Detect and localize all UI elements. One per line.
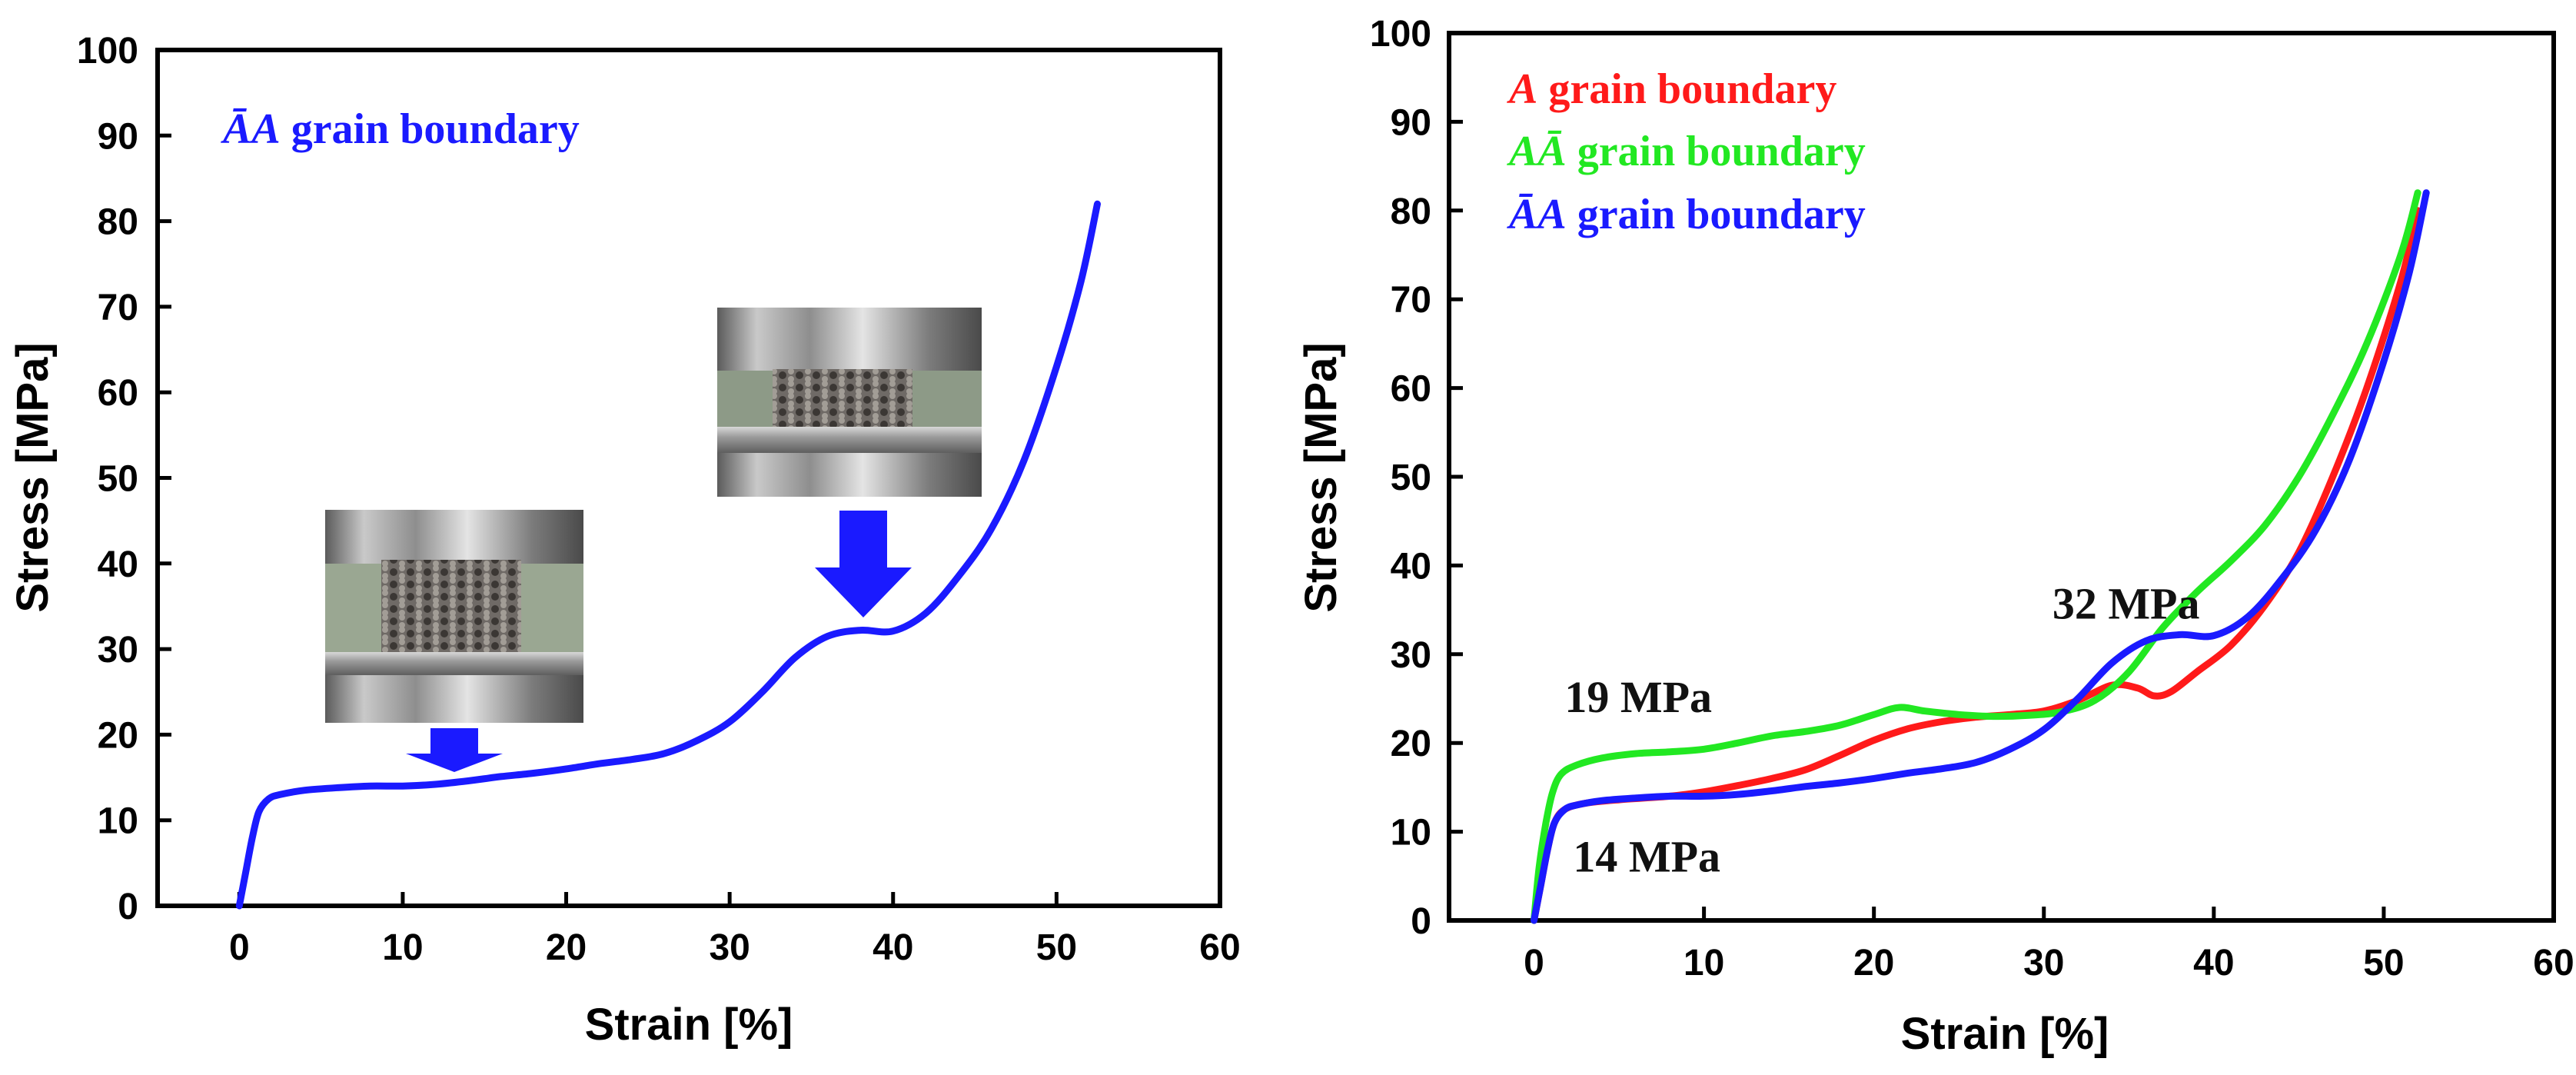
left-x-axis-title: Strain [%] xyxy=(585,1000,793,1050)
x-tick-label: 30 xyxy=(709,927,750,968)
y-tick-label: 0 xyxy=(1411,901,1431,942)
left-y-ticks: 0 10 20 30 40 50 60 70 80 90 100 xyxy=(77,31,171,927)
right-annotations: 19 MPa 14 MPa 32 MPa xyxy=(1564,579,2199,882)
right-legend-entry-abara: ĀA grain boundary xyxy=(1507,191,1866,238)
x-tick-label: 20 xyxy=(546,927,587,968)
x-tick-label: 50 xyxy=(1036,927,1077,968)
x-tick-label: 10 xyxy=(382,927,423,968)
specimen-photo-early xyxy=(325,510,583,723)
series-line-blue xyxy=(235,200,1101,910)
right-y-ticks: 0 10 20 30 40 50 60 70 80 90 100 xyxy=(1370,14,1463,942)
right-chart: 0 10 20 30 40 50 60 70 80 90 100 0 10 20 30 40 50 60 A g… xyxy=(1296,14,2574,1059)
series-line-red xyxy=(1531,207,2421,924)
y-tick-label: 60 xyxy=(1391,369,1431,410)
series-line-green xyxy=(1531,189,2421,924)
right-y-axis-title: Stress [MPa] xyxy=(1296,342,1346,612)
left-x-ticks: 0 10 20 30 40 50 60 xyxy=(229,892,1241,968)
arrow-down-icon xyxy=(406,728,503,772)
y-tick-label: 40 xyxy=(1391,546,1431,587)
x-tick-label: 0 xyxy=(229,927,250,968)
left-series-group xyxy=(235,200,1101,910)
y-tick-label: 30 xyxy=(1391,635,1431,676)
y-tick-label: 60 xyxy=(98,373,138,414)
x-tick-label: 60 xyxy=(2533,943,2574,983)
left-legend-entry: ĀA grain boundary xyxy=(221,105,580,153)
legend-label: grain boundary xyxy=(1537,65,1836,113)
y-tick-label: 90 xyxy=(1391,102,1431,143)
x-tick-label: 40 xyxy=(2193,943,2234,983)
y-tick-label: 10 xyxy=(1391,813,1431,854)
left-plot-frame xyxy=(155,48,1222,908)
right-legend-entry-a: A grain boundary xyxy=(1507,65,1836,113)
series-line-blue xyxy=(1531,189,2430,924)
stress-annotation: 32 MPa xyxy=(2052,579,2200,629)
arrow-down-icon xyxy=(815,511,912,617)
legend-label: grain boundary xyxy=(1567,128,1866,175)
y-tick-label: 10 xyxy=(98,801,138,842)
y-tick-label: 50 xyxy=(98,459,138,500)
y-tick-label: 80 xyxy=(98,202,138,243)
y-tick-label: 40 xyxy=(98,544,138,585)
legend-label: grain boundary xyxy=(281,105,580,153)
legend-symbol: ĀA xyxy=(1507,191,1567,238)
stress-annotation: 14 MPa xyxy=(1573,832,1720,882)
right-legend-entry-aabar: AĀ grain boundary xyxy=(1507,128,1866,175)
y-tick-label: 70 xyxy=(98,288,138,328)
right-x-ticks: 0 10 20 30 40 50 60 xyxy=(1524,907,2574,983)
y-tick-label: 80 xyxy=(1391,191,1431,232)
right-x-axis-title: Strain [%] xyxy=(1901,1009,2109,1059)
y-tick-label: 30 xyxy=(98,630,138,671)
y-tick-label: 0 xyxy=(118,887,138,927)
x-tick-label: 30 xyxy=(2023,943,2064,983)
x-tick-label: 10 xyxy=(1684,943,1724,983)
y-tick-label: 100 xyxy=(77,31,138,72)
x-tick-label: 40 xyxy=(873,927,913,968)
y-tick-label: 20 xyxy=(1391,724,1431,764)
x-tick-label: 60 xyxy=(1199,927,1240,968)
right-series-group xyxy=(1531,189,2430,924)
left-y-axis-title: Stress [MPa] xyxy=(8,342,58,612)
specimen-photo-late xyxy=(717,308,982,497)
x-tick-label: 0 xyxy=(1524,943,1544,983)
legend-label: grain boundary xyxy=(1567,191,1866,238)
y-tick-label: 100 xyxy=(1370,14,1431,55)
x-tick-label: 50 xyxy=(2363,943,2404,983)
stress-annotation: 19 MPa xyxy=(1564,672,1712,722)
y-tick-label: 90 xyxy=(98,116,138,157)
legend-symbol: AĀ xyxy=(1507,128,1567,175)
left-chart: 0 10 20 30 40 50 60 70 80 90 100 0 10 20 30 40 50 60 ĀA … xyxy=(8,31,1241,1050)
y-tick-label: 70 xyxy=(1391,280,1431,321)
legend-symbol: A xyxy=(1507,65,1537,113)
x-tick-label: 20 xyxy=(1853,943,1894,983)
y-tick-label: 20 xyxy=(98,715,138,756)
y-tick-label: 50 xyxy=(1391,458,1431,498)
legend-symbol: ĀA xyxy=(221,105,281,153)
